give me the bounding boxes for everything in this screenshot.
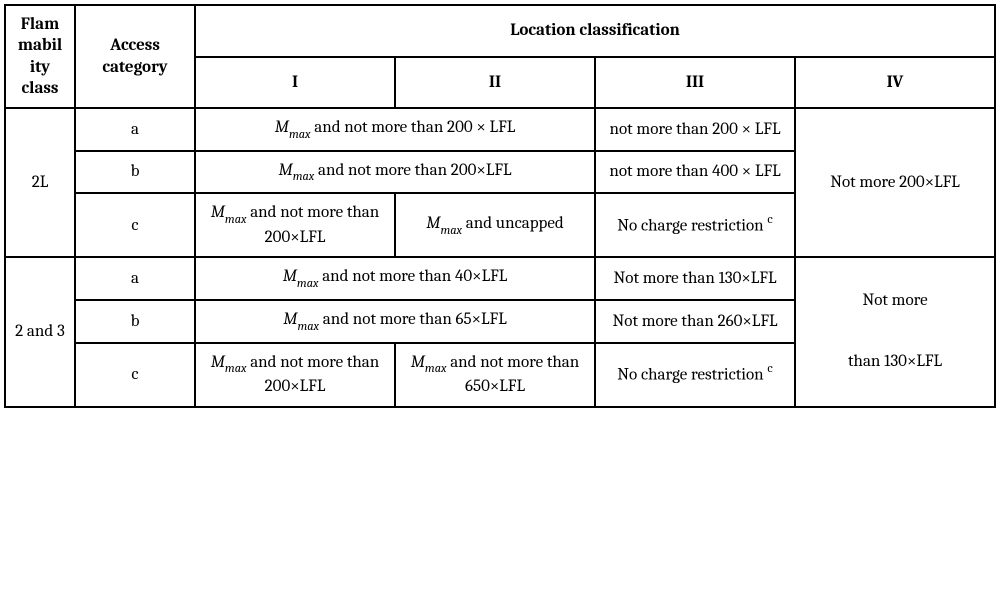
cell-2l-b-i-ii: Mmax and not more than 200×LFL (195, 151, 595, 194)
cell-text: No charge restriction (617, 366, 767, 385)
cell-access: c (75, 193, 195, 257)
footnote-sup: c (767, 362, 772, 376)
cell-23-a-i-ii: Mmax and not more than 40×LFL (195, 257, 595, 300)
cell-flam-2-3: 2 and 3 (5, 257, 75, 406)
cell-access: c (75, 343, 195, 407)
mmax-symbol: M (211, 353, 225, 372)
mmax-symbol: M (278, 161, 292, 180)
cell-text: and not more than 65×LFL (319, 310, 507, 329)
cell-access: b (75, 151, 195, 194)
mmax-sub: max (225, 362, 247, 376)
header-loc-ii: II (395, 57, 595, 109)
cell-2l-c-iii: No charge restriction c (595, 193, 795, 257)
cell-2l-c-i: Mmax and not more than 200×LFL (195, 193, 395, 257)
mmax-symbol: M (283, 267, 297, 286)
cell-text: No charge restriction (617, 217, 767, 236)
cell-access: b (75, 300, 195, 343)
cell-2l-b-iii: not more than 400 × LFL (595, 151, 795, 194)
cell-access: a (75, 108, 195, 151)
cell-text: and not more than 200 × LFL (311, 118, 516, 137)
table-header-row: Flam mabil ity class Access category Loc… (5, 5, 995, 57)
cell-text: than 130×LFL (848, 352, 942, 371)
table-row: 2 and 3 a Mmax and not more than 40×LFL … (5, 257, 995, 300)
mmax-symbol: M (283, 310, 297, 329)
cell-23-b-i-ii: Mmax and not more than 65×LFL (195, 300, 595, 343)
cell-23-a-iii: Not more than 130×LFL (595, 257, 795, 300)
cell-text: and not more than 650×LFL (446, 353, 579, 397)
header-loc-iii: III (595, 57, 795, 109)
cell-text: and not more than 200×LFL (246, 203, 379, 247)
table-row: 2L a Mmax and not more than 200 × LFL no… (5, 108, 995, 151)
cell-23-c-i: Mmax and not more than 200×LFL (195, 343, 395, 407)
mmax-sub: max (440, 224, 462, 238)
mmax-symbol: M (411, 353, 425, 372)
cell-flam-2l: 2L (5, 108, 75, 257)
cell-text: Not more (862, 291, 927, 310)
cell-text: and not more than 200×LFL (246, 353, 379, 397)
mmax-symbol: M (275, 118, 289, 137)
mmax-sub: max (289, 128, 311, 142)
cell-text: and uncapped (462, 214, 564, 233)
cell-text: and not more than 200×LFL (314, 161, 511, 180)
cell-2l-a-i-ii: Mmax and not more than 200 × LFL (195, 108, 595, 151)
mmax-sub: max (425, 362, 447, 376)
footnote-sup: c (767, 213, 772, 227)
cell-23-c-iii: No charge restriction c (595, 343, 795, 407)
cell-23-c-ii: Mmax and not more than 650×LFL (395, 343, 595, 407)
mmax-sub: max (297, 277, 319, 291)
header-flammability: Flam mabil ity class (5, 5, 75, 108)
cell-2l-c-ii: Mmax and uncapped (395, 193, 595, 257)
cell-23-iv: Not more than 130×LFL (795, 257, 995, 406)
cell-2l-iv: Not more 200×LFL (795, 108, 995, 257)
table-container: Flam mabil ity class Access category Loc… (4, 4, 996, 408)
cell-23-b-iii: Not more than 260×LFL (595, 300, 795, 343)
cell-text: and not more than 40×LFL (318, 267, 507, 286)
cell-access: a (75, 257, 195, 300)
mmax-sub: max (297, 320, 319, 334)
mmax-symbol: M (211, 203, 225, 222)
cell-2l-a-iii: not more than 200 × LFL (595, 108, 795, 151)
header-loc-i: I (195, 57, 395, 109)
header-access: Access category (75, 5, 195, 108)
classification-table: Flam mabil ity class Access category Loc… (4, 4, 996, 408)
mmax-sub: max (225, 213, 247, 227)
header-location: Location classification (195, 5, 995, 57)
header-loc-iv: IV (795, 57, 995, 109)
mmax-sub: max (293, 170, 315, 184)
mmax-symbol: M (426, 214, 440, 233)
